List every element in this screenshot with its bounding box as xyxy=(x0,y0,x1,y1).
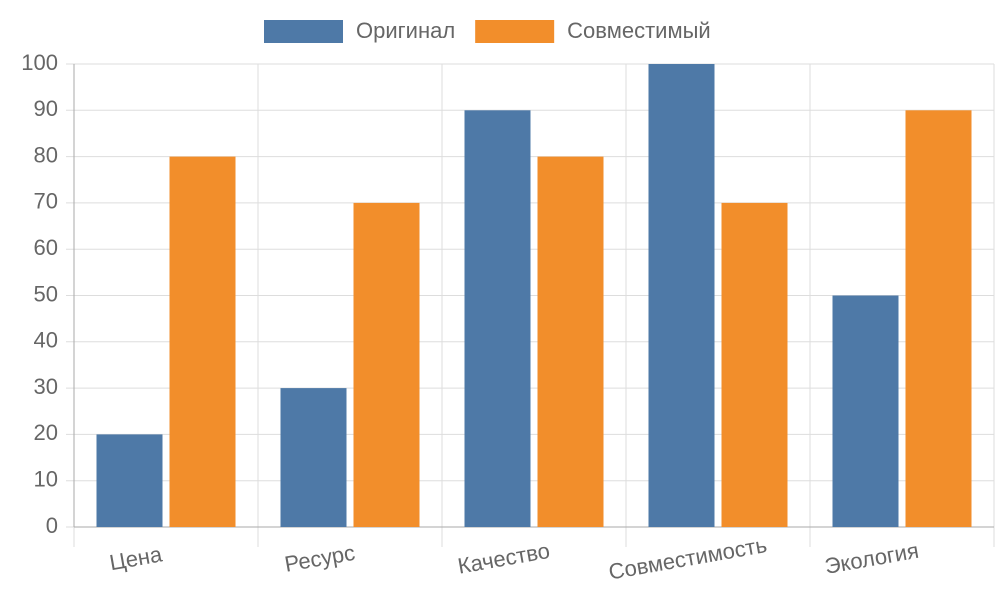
y-tick-label: 80 xyxy=(34,142,58,167)
y-tick-label: 60 xyxy=(34,235,58,260)
y-tick-label: 0 xyxy=(46,513,58,538)
y-tick-label: 100 xyxy=(21,50,58,75)
bar xyxy=(832,295,899,527)
bar xyxy=(353,202,420,527)
x-tick-label: Экология xyxy=(823,538,921,579)
bar xyxy=(721,202,788,527)
bar xyxy=(96,434,163,527)
y-tick-label: 10 xyxy=(34,467,58,492)
bar xyxy=(648,64,715,527)
bar xyxy=(905,110,972,528)
x-tick-label: Качество xyxy=(456,538,552,579)
legend-label: Оригинал xyxy=(356,18,455,43)
y-tick-label: 90 xyxy=(34,96,58,121)
legend-swatch xyxy=(264,20,343,43)
bar xyxy=(280,388,347,527)
bar xyxy=(537,156,604,527)
bar xyxy=(464,110,531,528)
x-tick-label: Совместимость xyxy=(607,532,769,584)
y-tick-label: 20 xyxy=(34,420,58,445)
bar xyxy=(169,156,236,527)
y-tick-label: 50 xyxy=(34,281,58,306)
x-tick-label: Ресурс xyxy=(283,540,357,577)
legend-swatch xyxy=(475,20,555,43)
y-tick-label: 40 xyxy=(34,328,58,353)
y-tick-label: 70 xyxy=(34,189,58,214)
y-tick-label: 30 xyxy=(34,374,58,399)
legend-label: Совместимый xyxy=(567,18,711,43)
x-tick-label: Цена xyxy=(107,541,164,575)
